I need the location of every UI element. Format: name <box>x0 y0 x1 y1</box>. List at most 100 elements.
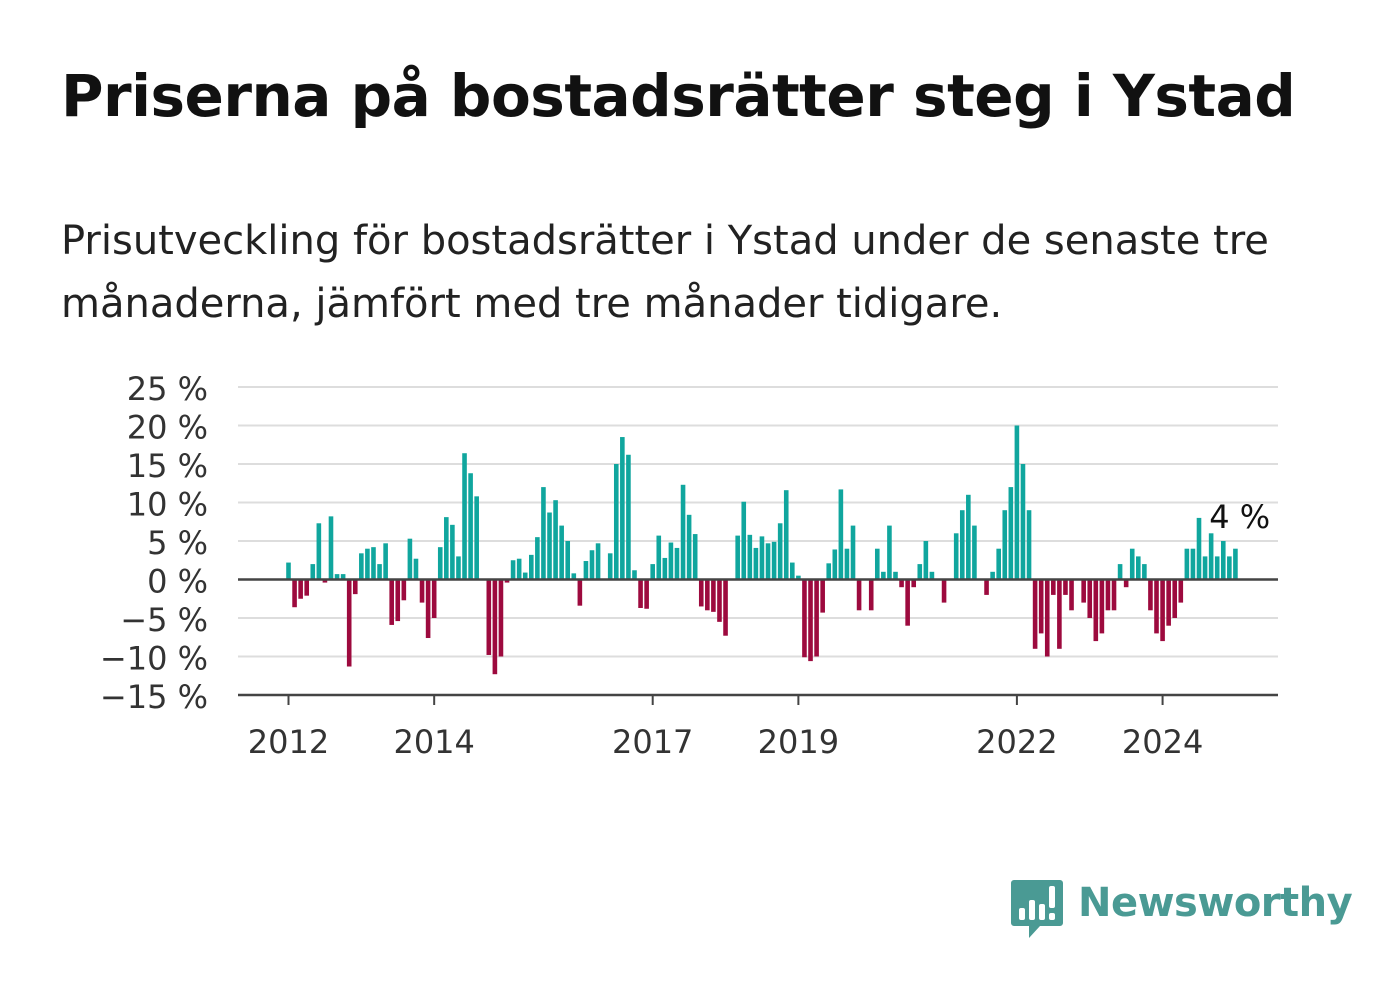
bar <box>650 564 655 580</box>
bar <box>899 579 904 588</box>
bar <box>1044 579 1050 657</box>
bar <box>571 573 577 580</box>
bar <box>583 561 589 580</box>
bar <box>1105 579 1111 611</box>
bar <box>1190 548 1196 580</box>
bar <box>456 556 461 580</box>
bar <box>1129 548 1135 580</box>
bar <box>662 557 668 580</box>
bar <box>1069 579 1074 611</box>
bar <box>1166 579 1171 626</box>
bar <box>359 553 364 580</box>
bar <box>753 547 759 580</box>
brand-name: Newsworthy <box>1078 880 1353 926</box>
bar <box>868 579 874 611</box>
bar <box>383 543 388 580</box>
bar <box>292 579 297 608</box>
bar-chart-speech-bubble-icon <box>1011 880 1063 938</box>
bar <box>607 553 613 580</box>
bar <box>1038 579 1044 634</box>
bar <box>395 579 401 622</box>
bar <box>1081 579 1086 603</box>
x-tick-label: 2012 <box>248 723 329 760</box>
bar <box>723 579 728 636</box>
bar <box>1154 579 1159 634</box>
bar <box>444 517 449 580</box>
bar <box>850 525 856 580</box>
bar <box>1051 579 1056 595</box>
bar <box>1233 548 1238 580</box>
bar <box>1184 548 1190 580</box>
bar-chart: −15 %−10 %−5 %0 %5 %10 %15 %20 %25 % 201… <box>100 370 1278 760</box>
bar <box>911 579 917 588</box>
bar <box>996 548 1001 580</box>
bar <box>1117 564 1123 580</box>
bar <box>1093 579 1099 642</box>
bar <box>328 516 334 580</box>
bar <box>504 579 510 583</box>
bar <box>790 562 795 580</box>
x-tick-label: 2024 <box>1122 723 1203 760</box>
brand-logo[interactable]: Newsworthy <box>1010 878 1353 942</box>
bar <box>741 501 747 580</box>
bar <box>450 524 455 580</box>
bar <box>407 538 413 580</box>
bar <box>692 534 698 580</box>
bar <box>644 579 649 609</box>
y-tick-label: −5 % <box>120 601 208 639</box>
bar <box>1208 533 1214 580</box>
bar <box>771 541 777 580</box>
bar <box>425 579 431 639</box>
x-axis-tick-labels: 2012 2014 2017 2019 2022 2024 <box>248 695 1203 760</box>
bar <box>286 562 291 580</box>
bar <box>365 548 370 580</box>
bar <box>541 487 546 580</box>
bar <box>917 564 923 580</box>
bar <box>626 454 631 580</box>
bar <box>516 558 522 580</box>
last-value-label: 4 % <box>1209 498 1270 536</box>
axes <box>238 578 1278 697</box>
bar <box>814 579 819 657</box>
bar <box>1111 579 1117 611</box>
bar <box>1020 464 1026 580</box>
y-tick-label: 10 % <box>127 486 208 524</box>
bar <box>298 579 303 599</box>
bar <box>698 579 704 607</box>
bar <box>808 579 813 662</box>
bar <box>620 437 625 580</box>
bar <box>565 541 571 580</box>
bar <box>431 579 437 618</box>
bar <box>838 489 844 580</box>
bar <box>371 547 376 580</box>
bar <box>492 579 498 675</box>
bar <box>680 484 686 580</box>
bar <box>638 579 643 608</box>
bar <box>705 579 710 611</box>
bar <box>1220 541 1226 580</box>
bar <box>777 523 783 580</box>
bar <box>1026 510 1032 580</box>
bar <box>984 579 989 595</box>
y-tick-label: 5 % <box>147 524 208 562</box>
bar <box>547 512 552 580</box>
bar <box>535 537 540 580</box>
bar <box>844 548 850 580</box>
bar <box>1032 579 1038 649</box>
bar <box>334 574 340 580</box>
y-axis-tick-labels: −15 %−10 %−5 %0 %5 %10 %15 %20 %25 % <box>100 370 208 716</box>
bar <box>1214 556 1220 580</box>
bar <box>1202 556 1208 580</box>
chart-title: Priserna på bostadsrätter steg i Ystad <box>61 62 1296 130</box>
y-tick-label: 25 % <box>127 370 208 408</box>
x-tick-label: 2022 <box>976 723 1057 760</box>
bar <box>1057 579 1062 649</box>
bar <box>656 535 662 580</box>
y-tick-label: −15 % <box>100 678 208 716</box>
bar <box>1087 579 1093 618</box>
bar <box>832 549 838 580</box>
bar <box>613 464 619 580</box>
bar <box>972 525 977 580</box>
bar <box>589 550 595 580</box>
bar <box>674 547 680 580</box>
